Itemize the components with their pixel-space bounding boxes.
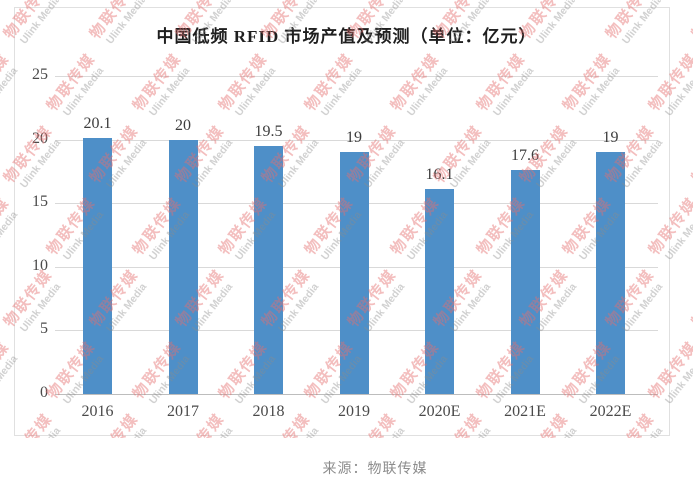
x-tick-label: 2022E [589, 403, 632, 420]
bar-value-label: 20.1 [83, 115, 112, 133]
gridline [55, 139, 658, 141]
y-tick-label: 0 [40, 384, 48, 401]
bar-value-label: 16.1 [425, 166, 454, 184]
x-tick-label: 2020E [418, 403, 461, 420]
bar [425, 189, 454, 394]
x-tick-label: 2017 [167, 403, 199, 420]
y-tick-label: 25 [32, 66, 48, 83]
y-tick-label: 15 [32, 193, 48, 211]
bar [510, 170, 540, 394]
bar [83, 138, 112, 394]
bar [168, 139, 198, 394]
bar-value-label: 19 [346, 129, 362, 147]
bar [339, 152, 369, 394]
x-tick-label: 2018 [252, 403, 285, 420]
source-caption: 来源：物联传媒 [322, 462, 428, 477]
bar-value-label: 19 [602, 129, 619, 147]
bar-value-label: 20 [175, 116, 191, 134]
x-tick-label: 2016 [81, 403, 114, 420]
y-tick-label: 5 [40, 320, 48, 338]
y-tick-label: 20 [32, 129, 48, 147]
gridline [55, 76, 658, 77]
bar [254, 145, 283, 394]
chart-title: 中国低频 RFID 市场产值及预测（单位：亿元） [156, 27, 537, 46]
bar [596, 152, 625, 394]
bar-value-label: 17.6 [511, 147, 539, 165]
x-tick-label: 2021E [504, 403, 546, 420]
x-tick-label: 2019 [338, 403, 370, 420]
y-tick-label: 10 [32, 256, 48, 274]
bar-value-label: 19.5 [254, 122, 283, 140]
x-axis-line [55, 394, 658, 395]
